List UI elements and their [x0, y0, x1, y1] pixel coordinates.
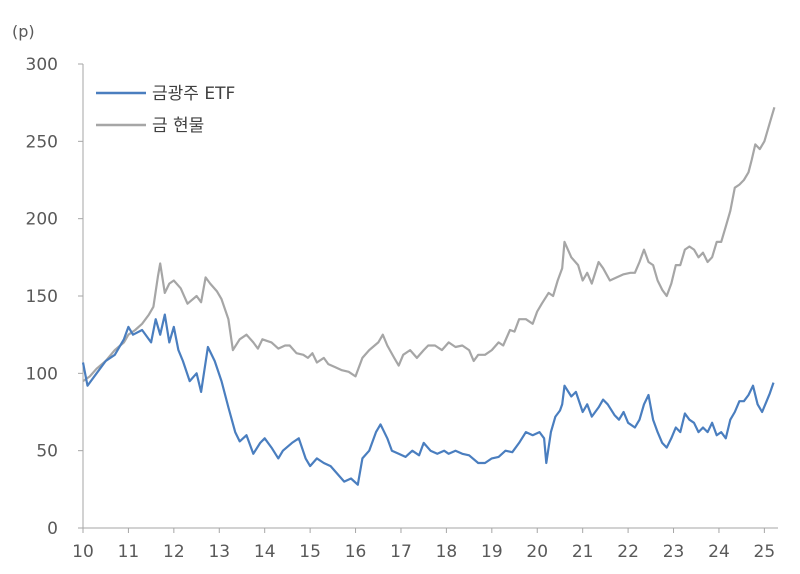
x-tick-label: 19 [481, 542, 503, 562]
x-tick-label: 23 [663, 542, 685, 562]
x-tick-label: 25 [754, 542, 776, 562]
x-tick-label: 16 [345, 542, 367, 562]
x-tick-label: 20 [526, 542, 548, 562]
y-axis: 0 50 100 150 200 250 300 [26, 55, 84, 539]
x-tick-label: 14 [254, 542, 276, 562]
y-tick-label: 100 [26, 364, 58, 384]
x-axis: 10 11 12 13 14 15 16 17 18 19 20 21 22 23 24 25 [72, 527, 778, 562]
legend: 금광주 ETF 금 현물 [96, 84, 235, 136]
x-tick-label: 17 [390, 542, 412, 562]
legend-label-0: 금광주 ETF [152, 84, 235, 104]
legend-label-1: 금 현물 [152, 116, 204, 136]
x-tick-label: 12 [163, 542, 185, 562]
x-tick-label: 13 [208, 542, 230, 562]
y-tick-label: 50 [36, 442, 58, 462]
y-tick-label: 300 [26, 55, 58, 75]
x-tick-label: 18 [436, 542, 458, 562]
y-unit-label: (p) [12, 22, 35, 41]
x-tick-label: 10 [72, 542, 94, 562]
series-line-1 [82, 106, 776, 383]
y-tick-label: 150 [26, 287, 58, 307]
x-tick-label: 21 [572, 542, 594, 562]
y-tick-label: 0 [47, 519, 58, 539]
y-tick-label: 250 [26, 132, 58, 152]
x-tick-label: 24 [708, 542, 730, 562]
y-tick-label: 200 [26, 210, 58, 230]
x-tick-label: 11 [118, 542, 140, 562]
series-line-0 [81, 313, 775, 486]
x-tick-label: 22 [617, 542, 639, 562]
x-tick-label: 15 [299, 542, 321, 562]
series-layer [81, 106, 776, 486]
